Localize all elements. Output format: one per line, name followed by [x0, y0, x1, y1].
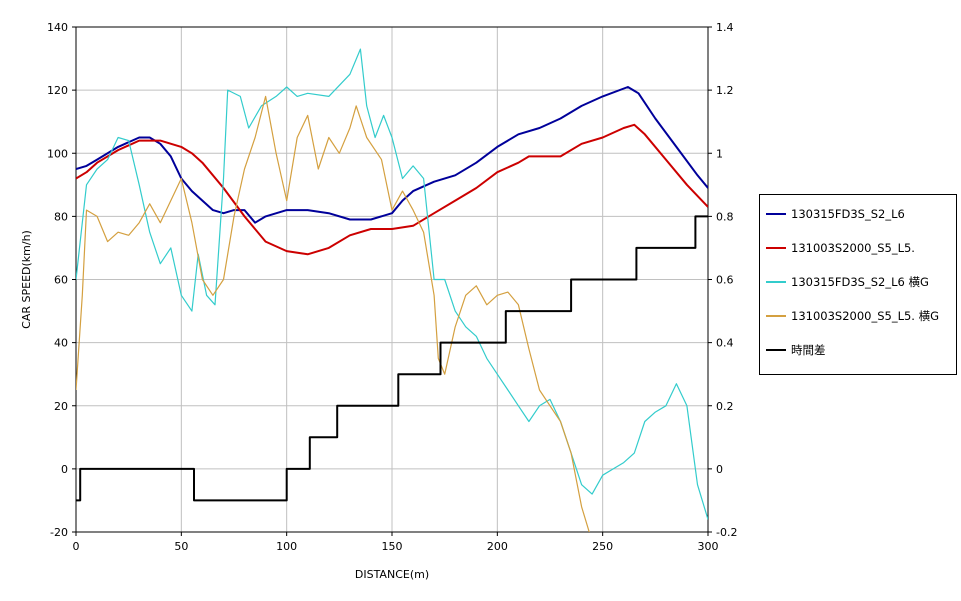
y2-tick-label: 1.4: [716, 21, 734, 34]
y-tick-label: -20: [50, 526, 68, 539]
legend-swatch: [766, 247, 786, 249]
legend-item: 130315FD3S_S2_L6 横G: [766, 273, 929, 291]
legend-item: 131003S2000_S5_L5.: [766, 239, 915, 257]
y2-tick-label: 0.4: [716, 337, 734, 350]
legend-item: 130315FD3S_S2_L6: [766, 205, 905, 223]
y2-tick-label: 0.2: [716, 400, 734, 413]
legend-label: 131003S2000_S5_L5.: [791, 241, 915, 255]
series-line-4: [76, 215, 708, 502]
legend-label: 時間差: [791, 343, 826, 357]
x-axis-label: DISTANCE(m): [355, 568, 429, 581]
legend-swatch: [766, 281, 786, 283]
x-tick-label: 50: [174, 540, 188, 553]
y-tick-label: 0: [61, 463, 68, 476]
legend-label: 130315FD3S_S2_L6 横G: [791, 275, 929, 289]
y-tick-label: 100: [47, 147, 68, 160]
y-tick-label: 40: [54, 337, 68, 350]
x-axis-ticks: 0 50 100 150 200 250 300: [73, 532, 719, 553]
legend-swatch: [766, 315, 786, 317]
y-tick-label: 140: [47, 21, 68, 34]
y2-tick-label: 1.2: [716, 84, 734, 97]
y2-axis-ticks: -0.2 0 0.2 0.4 0.6 0.8 1 1.2 1.4: [708, 21, 737, 539]
x-tick-label: 200: [487, 540, 508, 553]
legend-label: 130315FD3S_S2_L6: [791, 207, 905, 221]
y2-tick-label: -0.2: [716, 526, 737, 539]
legend-item: 時間差: [766, 341, 826, 359]
y-tick-label: 120: [47, 84, 68, 97]
y2-tick-label: 0.6: [716, 274, 734, 287]
x-tick-label: 250: [592, 540, 613, 553]
x-tick-label: 150: [382, 540, 403, 553]
legend: 130315FD3S_S2_L6 131003S2000_S5_L5. 130315…: [759, 194, 957, 375]
x-tick-label: 300: [698, 540, 719, 553]
y2-tick-label: 1: [716, 147, 723, 160]
y-tick-label: 20: [54, 400, 68, 413]
legend-item: 131003S2000_S5_L5. 横G: [766, 307, 939, 325]
y-tick-label: 80: [54, 210, 68, 223]
series-line-2: [76, 48, 708, 520]
legend-swatch: [766, 213, 786, 215]
x-tick-label: 0: [73, 540, 80, 553]
legend-swatch: [766, 349, 786, 351]
y-axis-ticks: -20 0 20 40 60 80 100 120 140: [47, 21, 76, 539]
legend-label: 131003S2000_S5_L5. 横G: [791, 309, 940, 323]
series-line-3: [76, 95, 590, 532]
x-tick-label: 100: [276, 540, 297, 553]
series-lines: [76, 48, 708, 532]
y-tick-label: 60: [54, 274, 68, 287]
series-line-1: [76, 123, 708, 256]
y2-tick-label: 0: [716, 463, 723, 476]
series-line-0: [76, 86, 708, 224]
y2-tick-label: 0.8: [716, 210, 734, 223]
y-axis-label: CAR SPEED(km/h): [20, 230, 33, 329]
